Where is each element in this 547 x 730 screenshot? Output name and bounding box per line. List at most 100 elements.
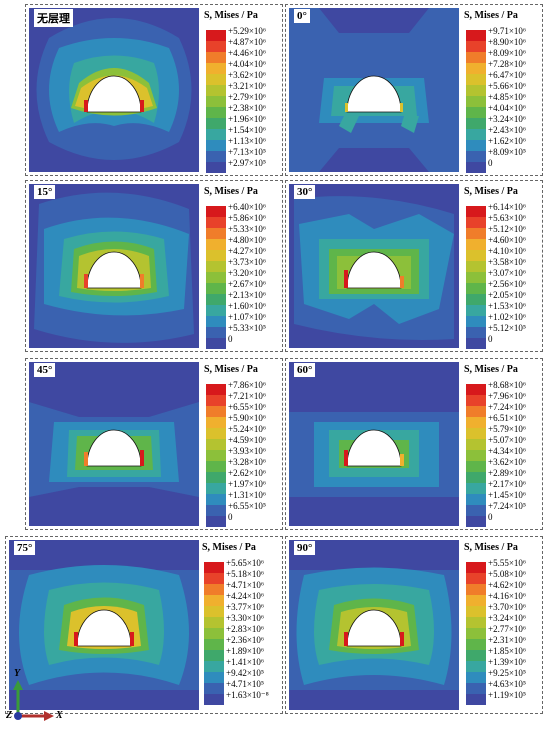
legend-value: +1.39×10⁶	[488, 657, 527, 667]
legend: S, Mises / Pa +9.71×10⁶ +8.90×10⁶ +8.09×…	[462, 8, 542, 173]
color-bar-swatch	[204, 650, 224, 661]
color-bar-swatch	[466, 162, 486, 173]
legend-value: +1.13×10⁶	[228, 136, 267, 146]
legend-title: S, Mises / Pa	[202, 542, 256, 553]
legend-value: +7.96×10⁶	[488, 391, 527, 401]
legend: S, Mises / Pa +5.65×10⁶ +5.18×10⁶ +4.71×…	[200, 540, 280, 710]
legend-value: +3.70×10⁶	[488, 602, 527, 612]
contour-plot	[29, 184, 199, 348]
color-bar-swatch	[206, 327, 226, 338]
color-bar-swatch	[466, 206, 486, 217]
color-bar-swatch	[466, 606, 486, 617]
panel-label: 无层理	[34, 9, 73, 27]
color-bar-swatch	[204, 683, 224, 694]
color-bar	[466, 30, 486, 173]
panel-7: 90° S, Mises / Pa +5.55×10⁶ +5.08×10⁶ +4…	[285, 536, 543, 714]
legend-value: +5.79×10⁶	[488, 424, 527, 434]
legend-value: +5.12×10⁵	[488, 323, 527, 333]
color-bar-swatch	[206, 162, 226, 173]
legend-value: +3.93×10⁶	[228, 446, 267, 456]
legend-value: +4.71×10⁵	[226, 679, 265, 689]
color-bar-swatch	[206, 217, 226, 228]
color-bar-swatch	[206, 239, 226, 250]
color-bar-swatch	[466, 639, 486, 650]
legend-value: +4.60×10⁶	[488, 235, 527, 245]
color-bar-swatch	[466, 327, 486, 338]
legend-value: +6.51×10⁶	[488, 413, 527, 423]
legend-value: +4.24×10⁶	[226, 591, 265, 601]
legend-value: +8.90×10⁶	[488, 37, 527, 47]
color-bar-swatch	[206, 516, 226, 527]
legend-value: +1.63×10⁻⁸	[226, 690, 269, 700]
panel-6: 75° S, Mises / Pa +5.65×10⁶ +5.18×10⁶ +4…	[5, 536, 283, 714]
legend-value: +2.17×10⁶	[488, 479, 527, 489]
contour-plot	[289, 362, 459, 526]
color-bar-swatch	[466, 294, 486, 305]
legend-title: S, Mises / Pa	[204, 186, 258, 197]
legend-value: +2.13×10⁶	[228, 290, 267, 300]
color-bar-swatch	[206, 206, 226, 217]
legend-title: S, Mises / Pa	[204, 10, 258, 21]
color-bar-swatch	[466, 406, 486, 417]
legend-value: +7.21×10⁶	[228, 391, 267, 401]
color-bar-swatch	[466, 428, 486, 439]
color-bar-swatch	[204, 606, 224, 617]
color-bar-swatch	[466, 217, 486, 228]
legend-value: +7.24×10⁶	[488, 402, 527, 412]
color-bar-swatch	[466, 250, 486, 261]
legend-value: +2.05×10⁶	[488, 290, 527, 300]
panel-label: 15°	[34, 185, 56, 199]
color-bar-swatch	[206, 316, 226, 327]
color-bar-swatch	[206, 472, 226, 483]
color-bar-swatch	[466, 41, 486, 52]
legend-value: +1.41×10⁶	[226, 657, 265, 667]
color-bar-swatch	[204, 661, 224, 672]
panel-label: 45°	[34, 363, 56, 377]
legend-value: 0	[488, 512, 493, 522]
color-bar-swatch	[466, 439, 486, 450]
color-bar-swatch	[204, 617, 224, 628]
color-bar-swatch	[206, 384, 226, 395]
color-bar	[466, 562, 486, 705]
panel-3: 30° S, Mises / Pa +6.14×10⁶ +5.63×10⁶ +5…	[285, 180, 543, 352]
color-bar-swatch	[204, 694, 224, 705]
axis-triad: Y Z X	[4, 668, 84, 724]
color-bar-swatch	[204, 672, 224, 683]
legend-value: +5.66×10⁶	[488, 81, 527, 91]
color-bar-swatch	[206, 140, 226, 151]
color-bar-swatch	[466, 483, 486, 494]
legend-value: +1.02×10⁶	[488, 312, 527, 322]
legend-value: +2.97×10⁵	[228, 158, 267, 168]
color-bar-swatch	[466, 573, 486, 584]
legend-value: +7.86×10⁶	[228, 380, 267, 390]
color-bar-swatch	[466, 107, 486, 118]
color-bar-swatch	[206, 417, 226, 428]
legend-value: +4.62×10⁶	[488, 580, 527, 590]
color-bar-swatch	[206, 52, 226, 63]
legend-title: S, Mises / Pa	[464, 186, 518, 197]
legend-value: +1.89×10⁶	[226, 646, 265, 656]
color-bar-swatch	[206, 461, 226, 472]
legend-value: +3.20×10⁶	[228, 268, 267, 278]
legend-title: S, Mises / Pa	[464, 10, 518, 21]
legend-value: +3.24×10⁶	[488, 114, 527, 124]
color-bar-swatch	[466, 151, 486, 162]
legend-value: +5.65×10⁶	[226, 558, 265, 568]
contour-plot	[289, 184, 459, 348]
legend-value: +3.24×10⁶	[488, 613, 527, 623]
color-bar-swatch	[466, 417, 486, 428]
legend-value: +5.07×10⁶	[488, 435, 527, 445]
legend: S, Mises / Pa +5.55×10⁶ +5.08×10⁶ +4.62×…	[462, 540, 542, 710]
color-bar-swatch	[206, 63, 226, 74]
legend-value: +4.59×10⁶	[228, 435, 267, 445]
legend-value: +8.09×10⁵	[488, 147, 527, 157]
color-bar-swatch	[466, 650, 486, 661]
legend-value: +4.10×10⁶	[488, 246, 527, 256]
legend-value: +6.55×10⁵	[228, 501, 267, 511]
contour-plot	[9, 540, 199, 710]
color-bar-swatch	[206, 428, 226, 439]
color-bar-swatch	[206, 305, 226, 316]
color-bar-swatch	[206, 294, 226, 305]
color-bar	[206, 30, 226, 173]
color-bar	[206, 384, 226, 527]
